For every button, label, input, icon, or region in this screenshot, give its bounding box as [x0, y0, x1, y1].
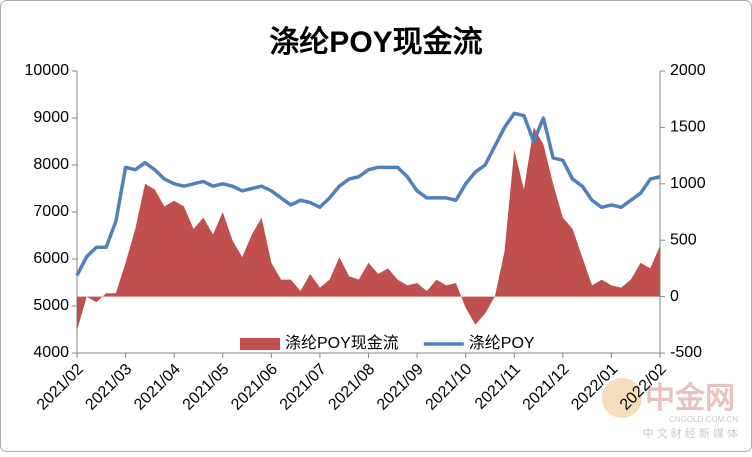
y-tick-label: 10000: [25, 62, 70, 79]
watermark-logo: [602, 378, 642, 418]
watermark-tagline: 中 文 财 经 新 媒 体: [643, 426, 738, 440]
y-tick-label: 7000: [33, 203, 69, 220]
y2-tick-label: 500: [670, 231, 697, 248]
watermark-name: 中金网: [645, 381, 735, 415]
legend-label: 涤纶POY现金流: [285, 334, 399, 352]
chart-title: 涤纶POY现金流: [269, 25, 482, 59]
area: [77, 127, 660, 331]
legend-swatch: [240, 338, 280, 350]
watermark-url: CNGOLD.COM.CN: [669, 415, 738, 424]
line: [75, 111, 661, 277]
y2-tick-label: 1000: [670, 175, 706, 192]
y2-tick-label: 0: [670, 288, 679, 305]
y-tick-label: 8000: [33, 156, 69, 173]
y-tick-label: 6000: [33, 250, 69, 267]
legend-label: 涤纶POY: [469, 334, 535, 352]
y-tick-label: 9000: [33, 109, 69, 126]
y-tick-label: 4000: [33, 344, 69, 361]
watermark: 中金网 CNGOLD.COM.CN 中 文 财 经 新 媒 体: [602, 378, 738, 440]
y2-tick-label: 1500: [670, 119, 706, 136]
y2-tick-label: -500: [670, 344, 702, 361]
y-tick-label: 5000: [33, 297, 69, 314]
y2-tick-label: 2000: [670, 62, 706, 79]
